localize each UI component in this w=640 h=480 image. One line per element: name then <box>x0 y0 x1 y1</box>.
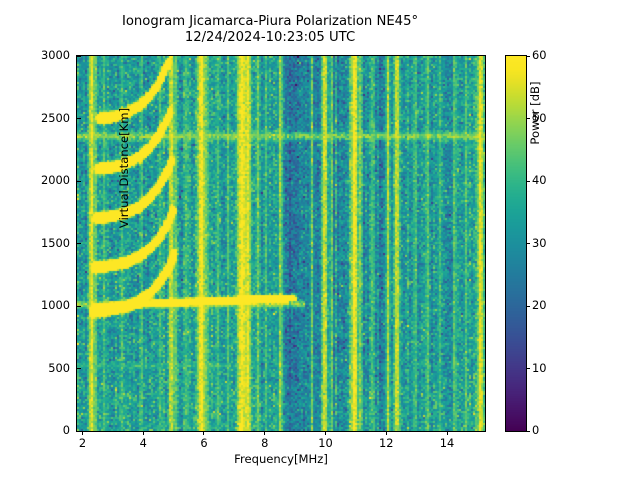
colorbar-tick-label: 0 <box>532 423 540 437</box>
y-tick-mark <box>77 118 81 119</box>
y-tick-label: 2500 <box>41 110 70 125</box>
y-tick-mark <box>77 55 81 57</box>
figure-title: Ionogram Jicamarca-Piura Polarization NE… <box>0 14 540 45</box>
y-tick-label: 1500 <box>41 235 70 250</box>
x-tick-label: 2 <box>78 436 87 450</box>
title-line-1: Ionogram Jicamarca-Piura Polarization NE… <box>121 14 419 29</box>
colorbar-tick-label: 40 <box>532 173 547 187</box>
colorbar-label: Power [dB] <box>528 81 542 145</box>
colorbar-tick-mark <box>526 118 530 119</box>
x-tick-mark <box>325 431 326 435</box>
y-tick-mark <box>77 368 81 369</box>
y-tick-label: 1000 <box>41 298 70 312</box>
colorbar-gradient <box>506 56 526 431</box>
colorbar-tick-label: 60 <box>532 48 547 62</box>
x-tick-mark <box>142 431 144 435</box>
y-tick-label: 2000 <box>41 173 70 187</box>
colorbar: 0 10 20 30 40 50 60 <box>505 48 547 437</box>
colorbar-tick-label: 20 <box>532 298 547 312</box>
colorbar-tick-mark <box>526 305 530 307</box>
y-tick-label: 500 <box>48 360 70 375</box>
x-tick-mark <box>385 431 387 435</box>
colorbar-tick-label: 50 <box>532 110 547 125</box>
colorbar-tick-mark <box>526 368 530 369</box>
y-tick-label: 0 <box>62 423 70 437</box>
x-tick-label: 6 <box>200 436 208 450</box>
x-tick-mark <box>203 431 205 435</box>
x-axis-label: Frequency[MHz] <box>234 452 328 466</box>
x-tick-label: 14 <box>439 436 455 450</box>
colorbar-tick-mark <box>526 243 530 244</box>
y-axis-label: Virtual Distance[Km] <box>117 107 131 229</box>
y-tick-mark <box>77 430 81 432</box>
x-tick-mark <box>264 431 266 435</box>
y-tick-mark <box>77 305 81 307</box>
ionogram-plot-area: Virtual Distance[Km] Frequency[MHz] 0 500… <box>41 48 486 466</box>
y-tick-label: 3000 <box>41 48 70 62</box>
colorbar-tick-label: 30 <box>532 235 547 250</box>
x-tick-label: 10 <box>318 436 333 450</box>
colorbar-tick-mark <box>526 180 530 182</box>
colorbar-tick-mark <box>526 55 530 57</box>
x-tick-label: 4 <box>139 436 147 450</box>
colorbar-tick-label: 10 <box>532 360 547 375</box>
title-line-2: 12/24/2024-10:23:05 UTC <box>184 29 356 45</box>
x-tick-label: 12 <box>379 436 394 450</box>
y-tick-mark <box>77 180 81 182</box>
x-tick-mark <box>446 431 448 435</box>
ionogram-heatmap <box>77 56 485 431</box>
x-tick-mark <box>81 431 83 435</box>
y-tick-mark <box>77 243 81 244</box>
colorbar-tick-mark <box>526 430 530 432</box>
x-tick-label: 8 <box>261 436 269 450</box>
